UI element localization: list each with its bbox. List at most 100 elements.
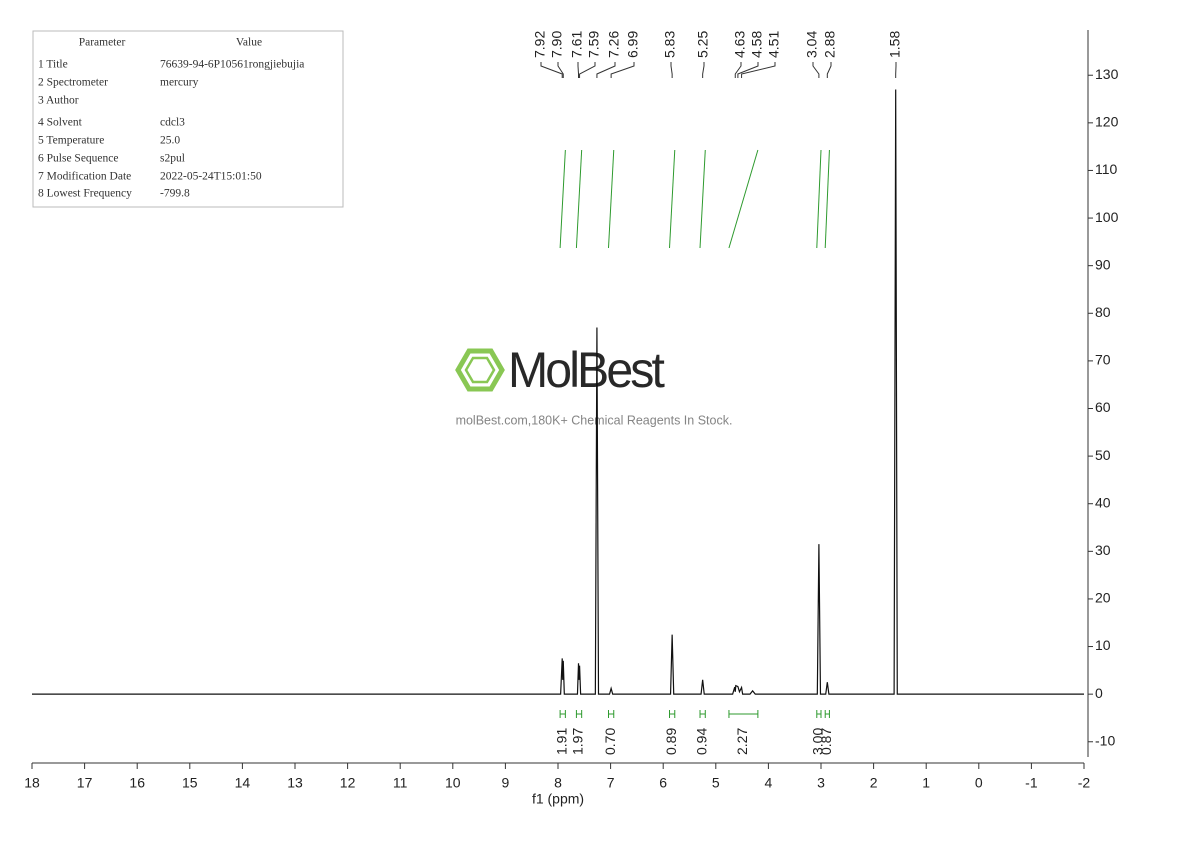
peak-connector [670,62,673,78]
integral-curve [699,149,706,249]
table-cell: 3 Author [38,95,79,107]
integral-bracket [559,710,566,718]
integral-bracket [728,710,759,718]
peak-connector [579,62,596,78]
table-cell: 25.0 [160,135,180,147]
x-tick-label: 7 [607,775,615,791]
integral-label: 0.94 [693,728,709,755]
table-cell: 76639-94-6P10561rongjiebujia [160,59,304,71]
x-axis-label: f1 (ppm) [532,791,584,807]
table-cell: -799.8 [160,188,190,200]
integral-label: 0.89 [663,728,679,755]
table-cell: 7 Modification Date [38,171,131,183]
integral-label: 1.91 [553,728,569,755]
x-tick-label: 18 [24,775,40,791]
y-tick-label: 30 [1095,542,1111,558]
integral-bracket [816,710,822,718]
table-cell: 5 Temperature [38,135,104,147]
y-tick-label: 60 [1095,399,1111,415]
y-tick-label: 20 [1095,590,1111,606]
peak-label: 3.04 [804,31,820,58]
integral-curve [824,149,830,249]
logo [455,348,505,392]
integral-bracket [699,710,706,718]
peak-label: 6.99 [625,31,641,58]
x-tick-label: 12 [340,775,356,791]
peak-label: 7.92 [532,31,548,58]
table-cell: cdcl3 [160,117,185,129]
y-tick-label: 50 [1095,447,1111,463]
x-tick-label: 1 [922,775,930,791]
peak-label: 4.51 [766,31,782,58]
table-cell: 6 Pulse Sequence [38,153,118,165]
peak-connector [812,62,820,78]
x-tick-label: 10 [445,775,461,791]
watermark: MolBest molBest.com,180K+ Chemical Reage… [455,342,733,427]
table-cell: 4 Solvent [38,117,83,129]
integral-bracket [669,710,676,718]
peak-connector [557,62,564,78]
y-tick-label: 100 [1095,209,1119,225]
table-header: Value [236,37,262,49]
x-tick-label: 3 [817,775,825,791]
watermark-caption: molBest.com,180K+ Chemical Reagents In S… [456,413,733,427]
y-tick-label: 90 [1095,256,1111,272]
x-tick-label: 11 [393,775,408,791]
x-tick-label: 0 [975,775,983,791]
peak-connector [540,62,563,78]
watermark-brand: MolBest [508,342,665,398]
peak-connector [741,62,776,78]
x-tick-label: -1 [1025,775,1038,791]
peak-connector [737,62,759,78]
x-tick-label: 6 [659,775,667,791]
x-tick-label: 5 [712,775,720,791]
peak-label: 7.59 [586,31,602,58]
integral-curve [728,149,759,249]
x-tick-label: 13 [287,775,303,791]
integral-label: 2.27 [734,728,750,755]
y-tick-label: 110 [1095,161,1118,177]
x-tick-label: 2 [870,775,878,791]
peak-connector [826,62,832,78]
y-tick-label: 40 [1095,494,1111,510]
spectrum-line [32,89,1084,695]
integral-label: 0.70 [602,728,618,755]
x-tick-label: 16 [129,775,145,791]
y-tick-label: 10 [1095,637,1111,653]
integral-curve [575,149,583,249]
integral-curve [669,149,676,249]
logo [464,356,496,384]
integral-label: 1.97 [570,728,586,755]
peak-connector [596,62,616,78]
peak-connector [610,62,635,78]
peak-label: 7.61 [569,31,585,58]
y-tick-label: 80 [1095,304,1111,320]
x-tick-label: 15 [182,775,198,791]
table-cell: s2pul [160,153,185,165]
y-tick-label: 70 [1095,352,1111,368]
integral-curve [607,149,615,249]
x-tick-label: 17 [77,775,93,791]
integral-curve [816,149,822,249]
peak-label: 2.88 [822,31,838,58]
x-tick-label: -2 [1078,775,1091,791]
peak-label: 5.83 [662,31,678,58]
y-tick-label: 130 [1095,66,1119,82]
integral-bracket [607,710,615,718]
table-cell: 2022-05-24T15:01:50 [160,171,262,183]
integral-curve [559,149,566,249]
y-tick-label: 120 [1095,114,1119,130]
integral-label: 3.00 [810,728,826,755]
peak-label: 5.25 [695,31,711,58]
x-tick-label: 14 [235,775,251,791]
table-cell: 8 Lowest Frequency [38,188,132,200]
peak-connector [734,62,742,78]
integral-bracket [824,710,830,718]
integral-label: 0.87 [818,728,834,755]
y-tick-label: 0 [1095,685,1103,701]
peak-connector [702,62,705,78]
integral-bracket [575,710,583,718]
peak-label: 4.58 [749,31,765,58]
y-tick-label: -10 [1095,732,1115,748]
